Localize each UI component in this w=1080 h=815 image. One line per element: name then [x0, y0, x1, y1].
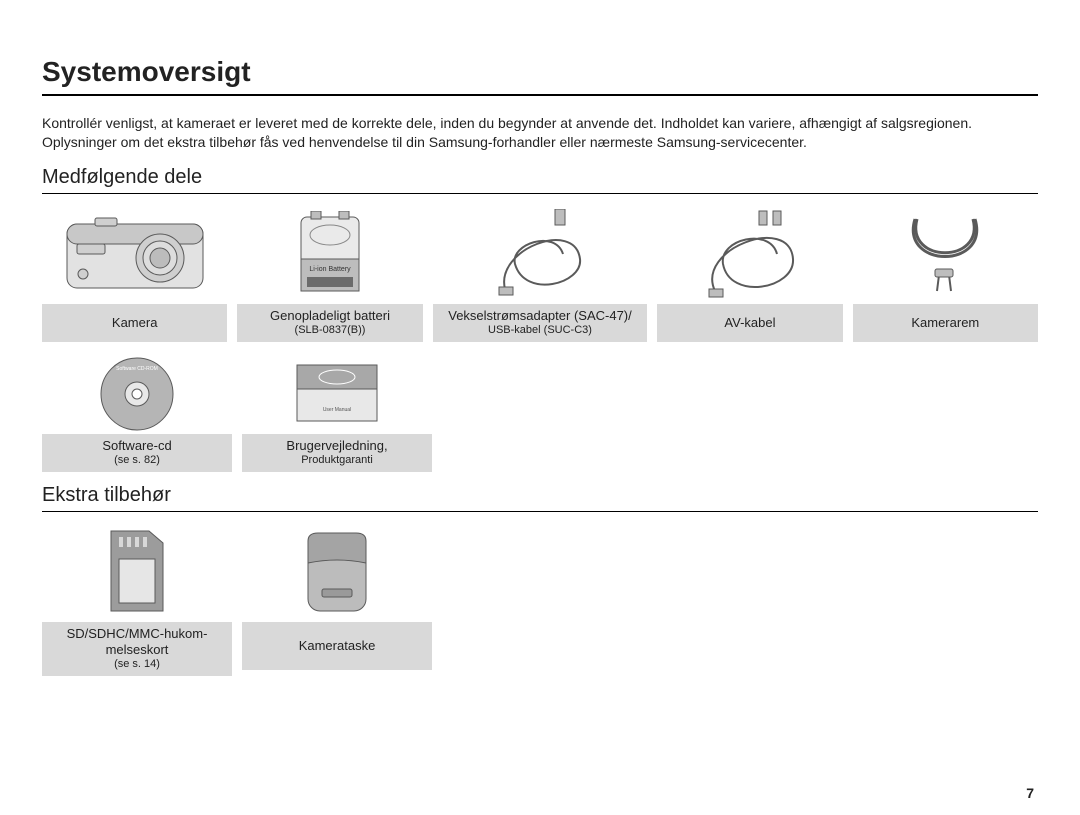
case-label-text: Kamerataske [299, 638, 376, 654]
item-camera: Kamera [42, 204, 227, 342]
item-strap: Kamerarem [853, 204, 1038, 342]
battery-label: Genopladeligt batteri (SLB-0837(B)) [237, 304, 422, 342]
strap-label: Kamerarem [853, 304, 1038, 342]
manual-icon: User Manual [242, 354, 432, 434]
manual-book-text: User Manual [323, 407, 351, 413]
sdcard-label-sub2: (se s. 14) [114, 658, 160, 672]
item-adapter: Vekselstrømsadapter (SAC-47)/ USB-kabel … [433, 204, 648, 342]
included-row-2: Software CD-ROM Software-cd (se s. 82) U… [42, 354, 1038, 472]
avcable-label-text: AV-kabel [724, 315, 775, 331]
sdcard-label-text: SD/SDHC/MMC-hukom- [67, 626, 208, 642]
svg-text:Li-ion Battery: Li-ion Battery [309, 266, 351, 273]
camera-label-text: Kamera [112, 315, 158, 331]
manual-label-text: Brugervejledning, [286, 438, 387, 454]
cd-label: Software-cd (se s. 82) [42, 434, 232, 472]
adapter-icon [433, 204, 648, 304]
manual-label-sub: Produktgaranti [301, 454, 373, 468]
section-optional-heading: Ekstra tilbehør [42, 484, 1038, 512]
avcable-label: AV-kabel [657, 304, 842, 342]
sdcard-label-sub: melseskort [106, 642, 169, 658]
adapter-label-sub: USB-kabel (SUC-C3) [488, 324, 592, 338]
page-number: 7 [1026, 785, 1034, 801]
adapter-label: Vekselstrømsadapter (SAC-47)/ USB-kabel … [433, 304, 648, 342]
included-row-1: Kamera Li-ion Battery Genopladeligt batt… [42, 204, 1038, 342]
strap-icon [853, 204, 1038, 304]
cd-label-text: Software-cd [102, 438, 171, 454]
page-title: Systemoversigt [42, 56, 1038, 96]
sdcard-icon [42, 522, 232, 622]
item-avcable: AV-kabel [657, 204, 842, 342]
item-battery: Li-ion Battery Genopladeligt batteri (SL… [237, 204, 422, 342]
camera-label: Kamera [42, 304, 227, 342]
cd-icon: Software CD-ROM [42, 354, 232, 434]
strap-label-text: Kamerarem [911, 315, 979, 331]
cd-label-sub: (se s. 82) [114, 454, 160, 468]
cd-disc-text: Software CD-ROM [116, 366, 158, 372]
sdcard-label: SD/SDHC/MMC-hukom- melseskort (se s. 14) [42, 622, 232, 676]
adapter-label-text: Vekselstrømsadapter (SAC-47)/ [448, 308, 632, 324]
item-cd: Software CD-ROM Software-cd (se s. 82) [42, 354, 232, 472]
section-included-heading: Medfølgende dele [42, 166, 1038, 194]
item-case: Kamerataske [242, 522, 432, 676]
item-sdcard: SD/SDHC/MMC-hukom- melseskort (se s. 14) [42, 522, 232, 676]
camera-icon [42, 204, 227, 304]
case-label: Kamerataske [242, 622, 432, 670]
battery-label-text: Genopladeligt batteri [270, 308, 390, 324]
battery-label-sub: (SLB-0837(B)) [295, 324, 366, 338]
avcable-icon [657, 204, 842, 304]
item-manual: User Manual Brugervejledning, Produktgar… [242, 354, 432, 472]
manual-label: Brugervejledning, Produktgaranti [242, 434, 432, 472]
optional-row-1: SD/SDHC/MMC-hukom- melseskort (se s. 14)… [42, 522, 1038, 676]
case-icon [242, 522, 432, 622]
intro-text: Kontrollér venligst, at kameraet er leve… [42, 114, 1038, 152]
battery-icon: Li-ion Battery [237, 204, 422, 304]
